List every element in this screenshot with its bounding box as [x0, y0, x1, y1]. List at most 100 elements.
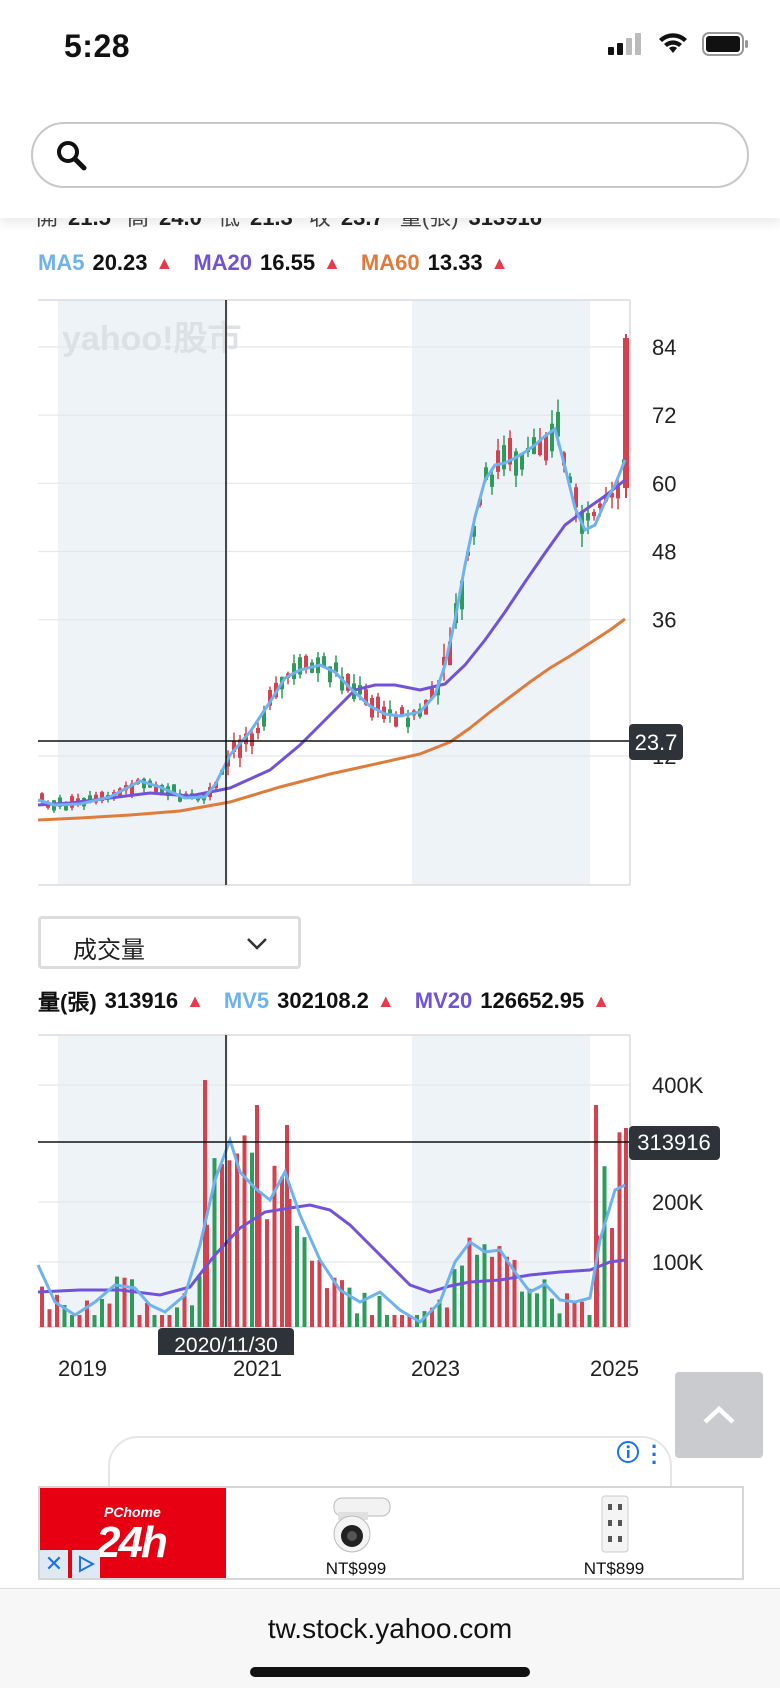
volume-bar — [85, 1300, 89, 1327]
volume-bar — [197, 1275, 202, 1327]
volume-bar — [332, 1277, 337, 1327]
url-text: tw.stock.yahoo.com — [267, 1613, 513, 1644]
volume-value: 313916 — [104, 988, 179, 1013]
volume-bar — [55, 1294, 59, 1327]
crosshair-date-badge — [158, 1328, 294, 1355]
candle-body — [388, 709, 392, 716]
search-input[interactable] — [31, 122, 749, 188]
back-to-top-button[interactable] — [675, 1372, 763, 1458]
candle-body — [623, 338, 629, 488]
close-ad-icon[interactable]: ✕ — [40, 1550, 68, 1578]
candle-body — [400, 707, 404, 717]
candle-body — [328, 666, 332, 683]
mv20-label: MV20 — [414, 988, 473, 1013]
more-options-icon[interactable]: · · · — [651, 1434, 659, 1475]
volume-bar — [617, 1132, 622, 1327]
volume-chart[interactable]: 400K 200K 100K 313916 2020/11/30 — [0, 1030, 780, 1355]
volume-bar — [190, 1305, 194, 1327]
up-arrow-icon: ▲ — [323, 252, 341, 273]
year-label: 2019 — [58, 1356, 107, 1381]
mv5-line — [36, 1135, 626, 1324]
mv5-label: MV5 — [223, 988, 270, 1013]
mv5-value: 302108.2 — [277, 988, 369, 1013]
adchoices-icon[interactable] — [72, 1550, 100, 1578]
volume-bar — [452, 1269, 457, 1327]
volume-bar — [475, 1254, 479, 1327]
mv20-value: 126652.95 — [480, 988, 585, 1013]
candle-body — [160, 784, 164, 796]
candle-body — [520, 453, 524, 470]
volume-bar — [594, 1105, 598, 1327]
ad-banner[interactable]: PChome 24h ✕ NT$999 NT$899 — [38, 1486, 744, 1580]
candle-body — [496, 450, 500, 472]
volume-bar — [137, 1315, 142, 1327]
y-tick-label: 84 — [652, 335, 676, 360]
mv5-legend: MV5 302108.2 ▲ — [224, 985, 395, 1017]
volume-bar — [145, 1303, 149, 1327]
candle-body — [472, 525, 476, 537]
candle-body — [550, 423, 554, 452]
volume-bar — [482, 1244, 487, 1327]
price-chart[interactable]: yahoo!股市 847260483612 23.7 — [0, 290, 780, 900]
volume-bar — [460, 1265, 464, 1327]
camera-product-icon — [333, 1497, 391, 1553]
indicator-select[interactable]: 成交量 — [38, 916, 301, 969]
candle-body — [508, 438, 512, 465]
ad-product[interactable]: NT$999 — [296, 1494, 416, 1579]
volume-bar — [182, 1293, 187, 1327]
brand-top: PChome — [104, 1504, 161, 1520]
volume-bars — [40, 1080, 628, 1327]
candle-body — [460, 580, 464, 610]
volume-bar — [203, 1080, 207, 1327]
ma60-value: 13.33 — [427, 250, 483, 275]
ma20-legend: MA20 16.55 ▲ — [193, 250, 341, 276]
candle-body — [610, 492, 614, 498]
shaded-band — [412, 300, 590, 885]
candle-body — [178, 793, 182, 802]
volume-bar — [47, 1309, 52, 1327]
candle-body — [556, 411, 560, 437]
status-time: 5:28 — [64, 28, 131, 64]
volume-bar — [430, 1307, 434, 1327]
ma-legend: MA5 20.23 ▲ MA20 16.55 ▲ MA60 13.33 ▲ — [38, 250, 509, 276]
year-label: 2023 — [411, 1356, 460, 1381]
volume-label: 量(張) — [38, 990, 97, 1015]
volume-bar — [325, 1288, 329, 1327]
volume-bar — [347, 1287, 352, 1327]
y-tick-label: 60 — [652, 471, 676, 496]
signal-icon — [608, 33, 641, 55]
candle-body — [538, 439, 542, 456]
ma20-label: MA20 — [193, 250, 253, 275]
volume-bar — [362, 1292, 367, 1327]
up-arrow-icon: ▲ — [155, 252, 174, 273]
home-indicator[interactable] — [250, 1667, 530, 1677]
info-icon[interactable] — [616, 1440, 640, 1464]
ma60-label: MA60 — [360, 250, 420, 275]
status-bar: 5:28 — [0, 0, 780, 100]
volume-bar — [152, 1315, 157, 1327]
candle-body — [154, 784, 158, 793]
pchome-logo[interactable]: PChome 24h ✕ — [40, 1488, 226, 1578]
candle-body — [340, 676, 344, 691]
search-icon[interactable] — [55, 139, 87, 171]
chart-watermark: yahoo!股市 — [62, 319, 241, 358]
volume-y-axis: 400K 200K 100K — [652, 1073, 704, 1275]
volume-bar — [265, 1219, 269, 1327]
candle-body — [64, 805, 68, 811]
volume-bar — [400, 1315, 404, 1327]
volume-bar — [370, 1315, 374, 1327]
volume-bar — [437, 1299, 442, 1327]
browser-url-bar[interactable]: tw.stock.yahoo.com — [0, 1588, 780, 1688]
year-label: 2021 — [233, 1356, 282, 1381]
up-arrow-icon: ▲ — [490, 252, 509, 273]
volume-bar — [602, 1166, 607, 1327]
indicator-select-value: 成交量 — [73, 937, 145, 964]
volume-bar — [212, 1158, 217, 1327]
ad-product[interactable]: NT$899 — [554, 1494, 674, 1579]
candle-body — [568, 476, 572, 483]
candle-body — [268, 690, 272, 706]
volume-bar — [550, 1298, 554, 1327]
candle-body — [172, 784, 176, 795]
volume-bar — [242, 1135, 247, 1327]
volume-bar — [385, 1315, 389, 1327]
